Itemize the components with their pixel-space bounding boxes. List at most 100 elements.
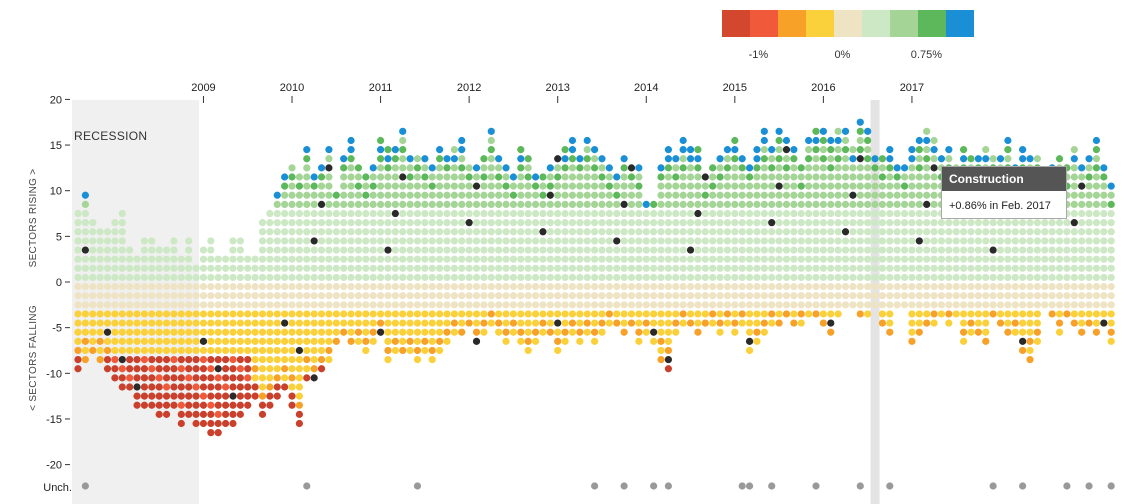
sector-dot-rising[interactable] xyxy=(1055,219,1064,227)
sector-dot-rising[interactable] xyxy=(288,255,296,263)
sector-dot-rising[interactable] xyxy=(480,228,488,236)
sector-dot-falling[interactable] xyxy=(1033,282,1041,291)
sector-dot-falling[interactable] xyxy=(199,419,208,428)
sector-dot-rising[interactable] xyxy=(738,182,746,190)
sector-dot-unchanged[interactable] xyxy=(664,482,673,490)
sector-dot-rising[interactable] xyxy=(893,209,901,218)
sector-dot-falling[interactable] xyxy=(354,292,363,300)
sector-dot-falling[interactable] xyxy=(310,292,318,300)
sector-dot-rising[interactable] xyxy=(111,246,119,254)
sector-dot-rising[interactable] xyxy=(273,191,281,199)
sector-dot-falling[interactable] xyxy=(288,328,296,336)
sector-dot-falling[interactable] xyxy=(620,292,628,300)
sector-dot-rising[interactable] xyxy=(443,182,451,190)
sector-dot-rising[interactable] xyxy=(96,246,104,254)
sector-dot-falling[interactable] xyxy=(192,392,200,400)
sector-dot-rising[interactable] xyxy=(310,182,318,190)
sector-dot-falling[interactable] xyxy=(126,346,134,355)
sector-dot-rising[interactable] xyxy=(406,246,414,254)
sector-dot-falling[interactable] xyxy=(399,346,407,355)
sector-dot-rising[interactable] xyxy=(805,237,813,245)
sector-dot-rising[interactable] xyxy=(753,255,761,263)
sector-dot-falling[interactable] xyxy=(244,365,252,373)
sector-dot-rising[interactable] xyxy=(1033,255,1041,263)
sector-dot-falling[interactable] xyxy=(960,319,968,327)
sector-dot-rising[interactable] xyxy=(1063,228,1071,236)
sector-dot-falling[interactable] xyxy=(664,346,673,355)
sector-dot-rising[interactable] xyxy=(1070,155,1078,163)
sector-dot-rising[interactable] xyxy=(539,209,547,218)
sector-dot-rising[interactable] xyxy=(376,155,385,163)
sector-dot-falling[interactable] xyxy=(214,319,222,327)
sector-dot-rising[interactable] xyxy=(1092,273,1101,282)
sector-dot-rising[interactable] xyxy=(900,264,909,272)
sector-dot-rising[interactable] xyxy=(819,146,827,154)
sector-dot-rising[interactable] xyxy=(679,191,687,199)
sector-dot-rising[interactable] xyxy=(937,237,946,245)
sector-dot-falling[interactable] xyxy=(635,282,643,291)
sector-dot-rising[interactable] xyxy=(539,255,547,263)
sector-dot-rising[interactable] xyxy=(775,173,783,181)
sector-dot-rising[interactable] xyxy=(819,273,827,282)
sector-dot-rising[interactable] xyxy=(376,191,385,199)
sector-dot-rising[interactable] xyxy=(841,173,850,181)
sector-dot-falling[interactable] xyxy=(74,282,82,291)
sector-dot-rising[interactable] xyxy=(627,273,636,282)
sector-dot-rising[interactable] xyxy=(406,191,414,199)
sector-dot-rising[interactable] xyxy=(458,136,466,145)
sector-dot-rising[interactable] xyxy=(1011,246,1019,254)
sector-dot-falling[interactable] xyxy=(841,301,850,309)
sector-dot-falling[interactable] xyxy=(177,365,185,373)
sector-dot-rising[interactable] xyxy=(1063,219,1071,227)
sector-dot-rising[interactable] xyxy=(598,164,606,172)
sector-dot-falling[interactable] xyxy=(790,301,798,309)
sector-dot-falling[interactable] xyxy=(465,282,473,291)
sector-dot-falling[interactable] xyxy=(258,374,267,382)
sector-dot-rising[interactable] xyxy=(1004,146,1012,154)
sector-dot-falling[interactable] xyxy=(797,301,805,309)
sector-dot-rising[interactable] xyxy=(834,237,842,245)
sector-dot-rising[interactable] xyxy=(775,237,783,245)
sector-dot-rising[interactable] xyxy=(295,246,303,254)
sector-dot-falling[interactable] xyxy=(111,292,119,300)
sector-dot-falling[interactable] xyxy=(1019,337,1027,345)
sector-dot-falling[interactable] xyxy=(273,392,281,400)
sector-dot-falling[interactable] xyxy=(561,292,569,300)
sector-dot-rising[interactable] xyxy=(509,173,518,181)
sector-dot-rising[interactable] xyxy=(89,273,97,282)
sector-dot-falling[interactable] xyxy=(591,301,599,309)
sector-dot-rising[interactable] xyxy=(185,273,193,282)
sector-dot-falling[interactable] xyxy=(450,328,458,336)
sector-dot-rising[interactable] xyxy=(421,219,429,227)
sector-dot-falling[interactable] xyxy=(325,310,333,318)
sector-dot-rising[interactable] xyxy=(650,246,658,254)
sector-dot-rising[interactable] xyxy=(605,255,613,263)
sector-dot-rising[interactable] xyxy=(753,191,761,199)
sector-dot-falling[interactable] xyxy=(81,292,89,300)
sector-dot-falling[interactable] xyxy=(199,374,208,382)
sector-dot-falling[interactable] xyxy=(199,282,208,291)
sector-dot-falling[interactable] xyxy=(967,328,975,336)
sector-dot-rising[interactable] xyxy=(369,173,377,181)
sector-dot-rising[interactable] xyxy=(1107,182,1115,190)
sector-dot-rising[interactable] xyxy=(546,200,554,208)
sector-dot-falling[interactable] xyxy=(222,301,230,309)
sector-dot-rising[interactable] xyxy=(192,264,200,272)
sector-dot-rising[interactable] xyxy=(480,200,488,208)
sector-dot-falling[interactable] xyxy=(155,310,163,318)
sector-dot-falling[interactable] xyxy=(325,282,333,291)
sector-dot-rising[interactable] xyxy=(450,246,458,254)
sector-dot-falling[interactable] xyxy=(81,356,89,364)
sector-dot-rising[interactable] xyxy=(841,237,850,245)
sector-dot-rising[interactable] xyxy=(317,182,326,190)
sector-dot-rising[interactable] xyxy=(413,209,422,218)
sector-dot-rising[interactable] xyxy=(509,264,518,272)
sector-dot-rising[interactable] xyxy=(672,182,680,190)
sector-dot-falling[interactable] xyxy=(1078,328,1086,336)
sector-dot-rising[interactable] xyxy=(170,273,178,282)
sector-dot-falling[interactable] xyxy=(170,383,178,391)
sector-dot-rising[interactable] xyxy=(118,246,126,254)
sector-dot-falling[interactable] xyxy=(207,328,215,336)
sector-dot-rising[interactable] xyxy=(782,246,791,254)
sector-dot-falling[interactable] xyxy=(288,346,296,355)
